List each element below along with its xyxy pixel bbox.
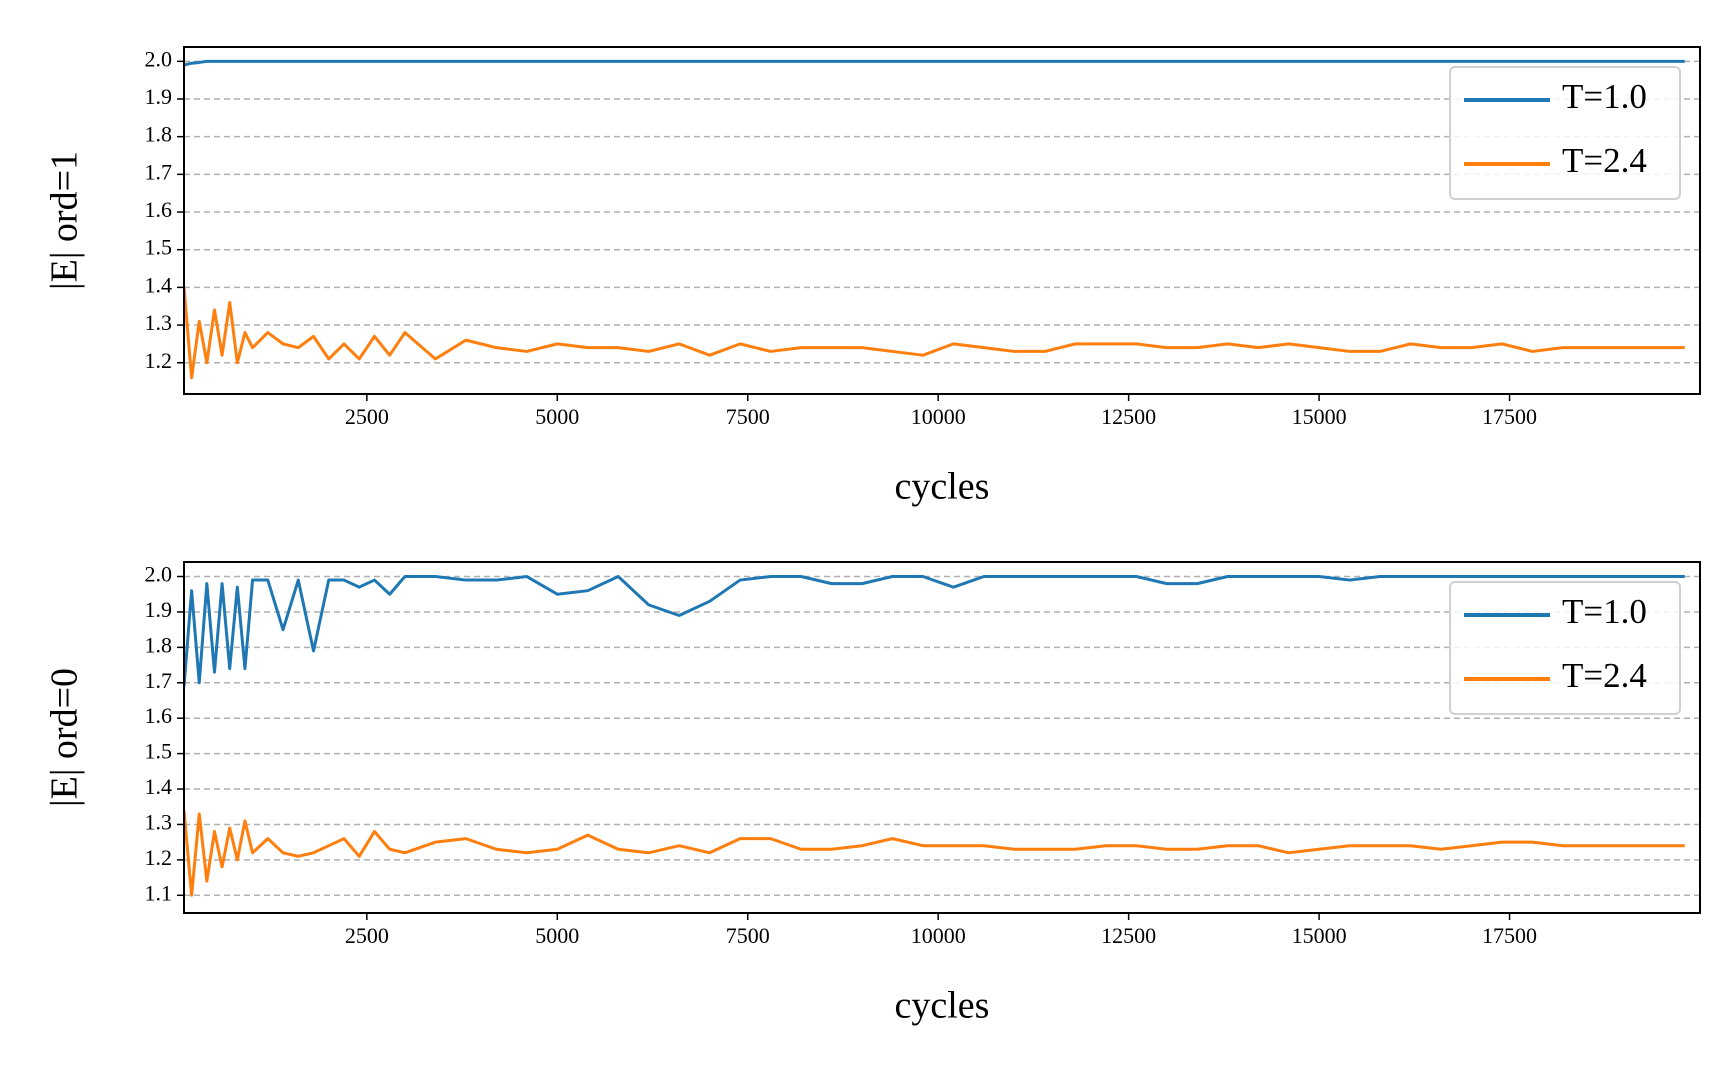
subplot: 1.1 1.2 1.3 1.4 1.5 1.6 1.7 1.8 1.9 2.0 2500 5000 75…	[44, 561, 1701, 1027]
y-tick-label: 2.0	[145, 562, 173, 587]
legend-label: T=2.4	[1562, 656, 1647, 695]
x-axis-label: cycles	[895, 985, 990, 1027]
y-tick-label: 1.7	[145, 159, 173, 184]
y-axis-label: |E| ord=0	[44, 668, 86, 807]
y-tick-label: 1.8	[145, 632, 173, 657]
y-tick-label: 1.6	[145, 197, 173, 222]
x-tick-label: 7500	[726, 923, 770, 948]
legend: T=1.0 T=2.4	[1449, 66, 1681, 200]
x-tick-label: 12500	[1101, 923, 1156, 948]
y-tick-label: 1.7	[145, 668, 173, 693]
legend-label: T=1.0	[1562, 592, 1647, 631]
x-axis-label: cycles	[895, 466, 990, 508]
y-tick-label: 1.9	[145, 84, 173, 109]
subplot: 1.2 1.3 1.4 1.5 1.6 1.7 1.8 1.9 2.0 2500 5000 7500 1…	[44, 46, 1701, 508]
x-tick-label: 7500	[726, 404, 770, 429]
plot-frame	[183, 46, 1701, 395]
y-tick-label: 1.4	[145, 272, 173, 297]
y-tick-label: 1.8	[145, 122, 173, 147]
x-tick-label: 2500	[345, 923, 389, 948]
y-tick-label: 1.2	[145, 348, 173, 373]
y-tick-label: 1.4	[145, 774, 173, 799]
y-tick-label: 1.9	[145, 597, 173, 622]
plot-frame	[183, 561, 1701, 914]
y-tick-label: 1.5	[145, 235, 173, 260]
series-line	[184, 575, 1685, 687]
series-line	[184, 59, 1685, 67]
series-line	[184, 287, 1685, 380]
x-tick-label: 17500	[1482, 923, 1537, 948]
legend: T=1.0 T=2.4	[1449, 581, 1681, 715]
x-tick-label: 12500	[1101, 404, 1156, 429]
x-tick-label: 17500	[1482, 404, 1537, 429]
x-tick-label: 10000	[911, 404, 966, 429]
y-tick-label: 1.3	[145, 310, 173, 335]
x-tick-label: 5000	[535, 923, 579, 948]
legend-label: T=2.4	[1562, 141, 1647, 180]
x-tick-label: 5000	[535, 404, 579, 429]
x-tick-label: 15000	[1292, 404, 1347, 429]
y-tick-label: 1.6	[145, 703, 173, 728]
legend-label: T=1.0	[1562, 77, 1647, 116]
y-tick-label: 1.1	[145, 880, 173, 905]
y-axis-label: |E| ord=1	[44, 151, 86, 290]
x-tick-label: 10000	[911, 923, 966, 948]
series-line	[184, 810, 1685, 897]
y-tick-label: 1.2	[145, 845, 173, 870]
x-tick-label: 15000	[1292, 923, 1347, 948]
y-tick-label: 2.0	[145, 46, 173, 71]
y-tick-label: 1.5	[145, 739, 173, 764]
x-tick-label: 2500	[345, 404, 389, 429]
y-tick-label: 1.3	[145, 809, 173, 834]
